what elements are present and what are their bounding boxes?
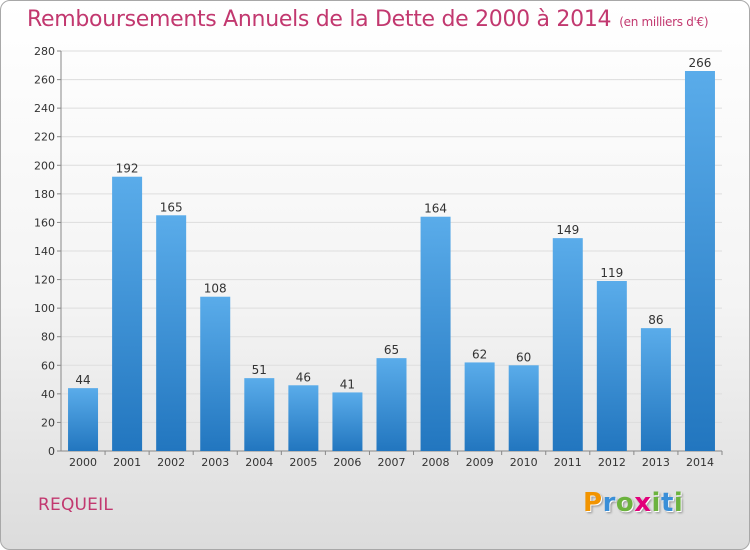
logo-letter: i bbox=[673, 488, 684, 518]
y-tick-label: 260 bbox=[34, 74, 55, 87]
logo-letter: t bbox=[660, 488, 674, 518]
value-label-2000: 44 bbox=[75, 373, 90, 387]
value-label-2001: 192 bbox=[116, 162, 139, 176]
logo-letter: r bbox=[602, 488, 616, 518]
value-label-2005: 46 bbox=[296, 370, 311, 384]
x-tick-label-2011: 2011 bbox=[554, 456, 582, 469]
bars bbox=[68, 71, 715, 451]
value-label-2006: 41 bbox=[340, 377, 355, 391]
x-tick-label-2000: 2000 bbox=[69, 456, 97, 469]
bar-2014 bbox=[684, 71, 715, 451]
value-label-2014: 266 bbox=[689, 56, 712, 70]
data-labels: 44 192 165 108 51 46 41 65 164 62 60 149 119 86 266 bbox=[75, 56, 711, 391]
bar-2003 bbox=[200, 296, 231, 451]
logo-letter: i bbox=[651, 488, 661, 518]
y-tick-label: 280 bbox=[34, 45, 55, 58]
value-label-2011: 149 bbox=[556, 223, 579, 237]
value-label-2007: 65 bbox=[384, 343, 399, 357]
value-label-2002: 165 bbox=[160, 200, 183, 214]
x-tick-label-2005: 2005 bbox=[289, 456, 317, 469]
y-tick-label: 80 bbox=[41, 331, 55, 344]
logo-letter: o bbox=[615, 488, 635, 518]
bar-2013 bbox=[640, 328, 671, 451]
x-tick-label-2003: 2003 bbox=[201, 456, 229, 469]
x-tick-label-2007: 2007 bbox=[378, 456, 406, 469]
x-tick-label-2008: 2008 bbox=[422, 456, 450, 469]
value-label-2003: 108 bbox=[204, 282, 227, 296]
y-tick-label: 60 bbox=[41, 359, 55, 372]
x-tick-label-2009: 2009 bbox=[466, 456, 494, 469]
y-tick-label: 160 bbox=[34, 216, 55, 229]
bar-2012 bbox=[596, 281, 627, 451]
x-tick-label-2012: 2012 bbox=[598, 456, 626, 469]
y-tick-label: 240 bbox=[34, 102, 55, 115]
value-label-2010: 60 bbox=[516, 350, 531, 364]
bar-2006 bbox=[332, 392, 363, 451]
bar-2005 bbox=[288, 385, 319, 451]
y-tick-label: 20 bbox=[41, 416, 55, 429]
y-tick-label: 0 bbox=[48, 445, 55, 458]
unit-note: (en milliers d'€) bbox=[619, 15, 709, 29]
bar-2011 bbox=[552, 238, 583, 451]
bar-2008 bbox=[420, 216, 451, 451]
y-tick-label: 220 bbox=[34, 131, 55, 144]
commune-name: REQUEIL bbox=[38, 495, 114, 515]
chart-title-text: Remboursements Annuels de la Dette de 20… bbox=[27, 7, 612, 32]
bar-2004 bbox=[244, 378, 275, 451]
y-tick-label: 180 bbox=[34, 188, 55, 201]
y-tick-label: 200 bbox=[34, 159, 55, 172]
value-label-2008: 164 bbox=[424, 202, 447, 216]
bar-2010 bbox=[508, 365, 539, 451]
proxiti-logo[interactable]: Proxiti bbox=[583, 488, 683, 518]
value-label-2013: 86 bbox=[648, 313, 663, 327]
bar-2000 bbox=[68, 388, 99, 451]
x-tick-label-2002: 2002 bbox=[157, 456, 185, 469]
bar-2009 bbox=[464, 362, 495, 451]
bar-2007 bbox=[376, 358, 407, 451]
x-tick-label-2013: 2013 bbox=[642, 456, 670, 469]
x-tick-label-2010: 2010 bbox=[510, 456, 538, 469]
x-tick-label-2001: 2001 bbox=[113, 456, 141, 469]
logo-letter: x bbox=[634, 488, 652, 518]
chart-title: Remboursements Annuels de la Dette de 20… bbox=[27, 7, 709, 32]
logo-letter: P bbox=[583, 488, 603, 518]
y-tick-label: 100 bbox=[34, 302, 55, 315]
value-label-2012: 119 bbox=[600, 266, 623, 280]
x-tick-label-2014: 2014 bbox=[686, 456, 714, 469]
y-tick-label: 140 bbox=[34, 245, 55, 258]
x-tick-label-2006: 2006 bbox=[333, 456, 361, 469]
value-label-2004: 51 bbox=[252, 363, 267, 377]
value-label-2009: 62 bbox=[472, 347, 487, 361]
bar-2002 bbox=[156, 215, 187, 451]
bar-2001 bbox=[112, 176, 143, 451]
y-tick-label: 120 bbox=[34, 274, 55, 287]
x-tick-label-2004: 2004 bbox=[245, 456, 273, 469]
y-tick-label: 40 bbox=[41, 388, 55, 401]
